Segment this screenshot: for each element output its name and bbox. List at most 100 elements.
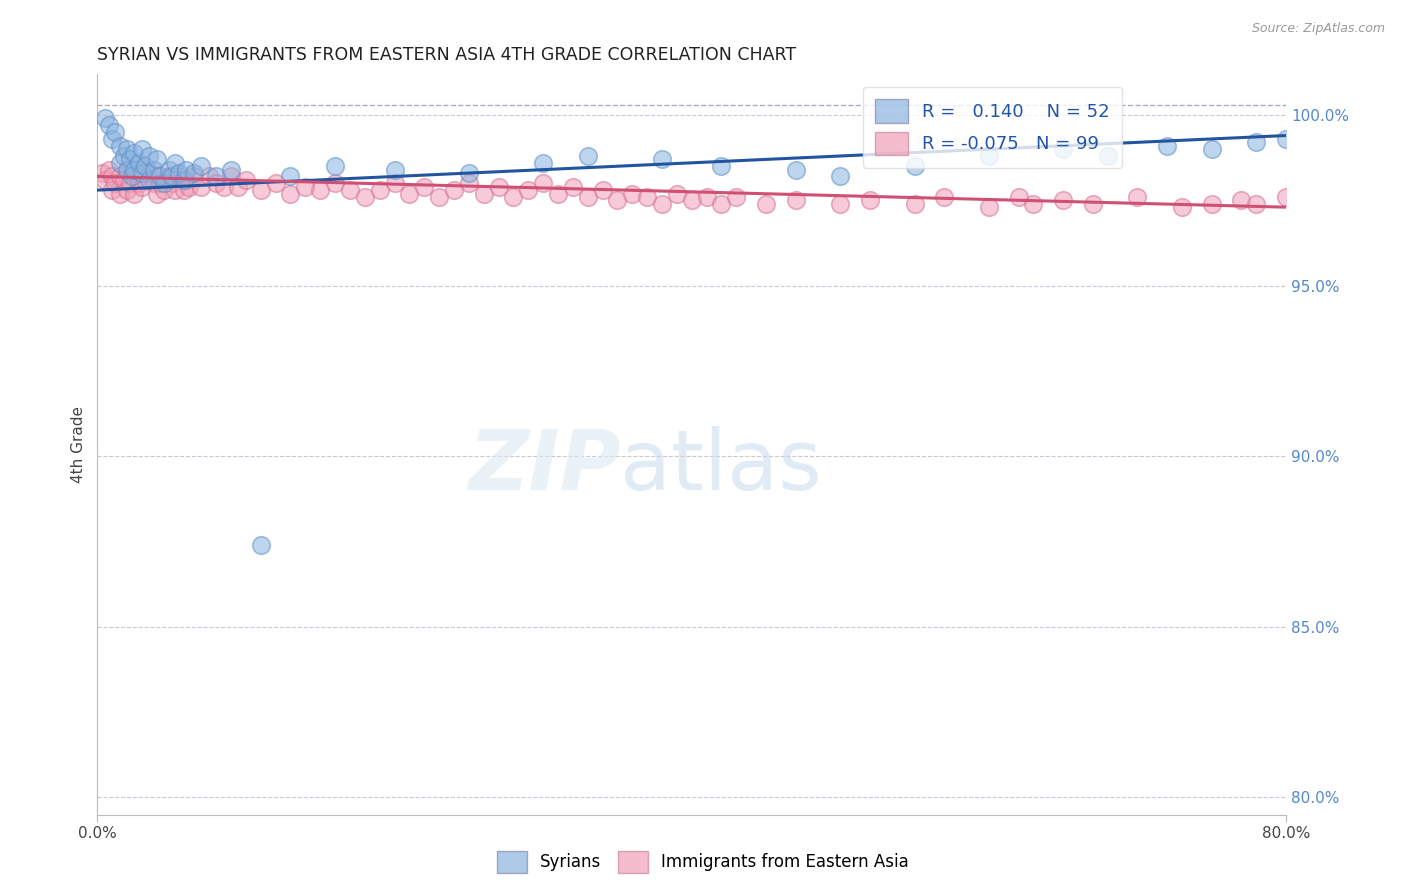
Point xyxy=(413,179,436,194)
Text: SYRIAN VS IMMIGRANTS FROM EASTERN ASIA 4TH GRADE CORRELATION CHART: SYRIAN VS IMMIGRANTS FROM EASTERN ASIA 4… xyxy=(97,46,796,64)
Point xyxy=(138,149,160,163)
Point xyxy=(115,183,138,197)
Point xyxy=(309,183,332,197)
Point xyxy=(592,183,614,197)
Point xyxy=(1201,142,1223,156)
Point xyxy=(104,125,127,139)
Point xyxy=(725,190,748,204)
Point xyxy=(695,190,717,204)
Point xyxy=(190,159,212,173)
Point xyxy=(146,153,169,167)
Point xyxy=(179,179,201,194)
Point xyxy=(830,196,852,211)
Point xyxy=(101,169,124,184)
Point xyxy=(280,169,302,184)
Point xyxy=(134,159,156,173)
Point xyxy=(197,169,219,184)
Point xyxy=(1379,194,1402,208)
Point xyxy=(160,169,183,184)
Point xyxy=(157,169,180,184)
Legend: Syrians, Immigrants from Eastern Asia: Syrians, Immigrants from Eastern Asia xyxy=(491,845,915,880)
Point xyxy=(124,166,146,180)
Point xyxy=(353,190,375,204)
Point xyxy=(531,156,554,170)
Point xyxy=(104,176,127,190)
Point xyxy=(606,194,628,208)
Point xyxy=(183,169,205,184)
Point xyxy=(1022,196,1045,211)
Point xyxy=(785,194,807,208)
Point xyxy=(167,169,190,184)
Point xyxy=(121,169,143,184)
Point xyxy=(138,173,160,187)
Point xyxy=(205,176,228,190)
Point xyxy=(903,159,925,173)
Point xyxy=(1244,136,1267,150)
Point xyxy=(1305,196,1327,211)
Point xyxy=(249,538,271,552)
Point xyxy=(977,200,1000,214)
Point xyxy=(547,186,569,201)
Point xyxy=(124,145,146,160)
Point xyxy=(1126,190,1149,204)
Point xyxy=(472,186,495,201)
Point xyxy=(138,166,160,180)
Point xyxy=(1171,200,1194,214)
Point xyxy=(1230,194,1253,208)
Point xyxy=(212,179,235,194)
Point xyxy=(443,183,465,197)
Point xyxy=(176,173,198,187)
Point xyxy=(681,194,703,208)
Point xyxy=(153,183,176,197)
Point xyxy=(124,186,146,201)
Point xyxy=(98,118,121,132)
Point xyxy=(101,132,124,146)
Point xyxy=(112,173,135,187)
Point xyxy=(190,179,212,194)
Point xyxy=(1081,196,1104,211)
Point xyxy=(176,162,198,177)
Point xyxy=(1052,142,1074,156)
Point xyxy=(1007,190,1029,204)
Point xyxy=(94,173,117,187)
Point xyxy=(163,183,186,197)
Point xyxy=(128,156,150,170)
Point xyxy=(124,162,146,177)
Point xyxy=(934,190,956,204)
Point xyxy=(115,162,138,177)
Point xyxy=(108,186,131,201)
Point xyxy=(108,169,131,184)
Point xyxy=(108,156,131,170)
Point xyxy=(785,162,807,177)
Point xyxy=(665,186,688,201)
Point xyxy=(153,176,176,190)
Point xyxy=(636,190,658,204)
Point xyxy=(90,166,112,180)
Point xyxy=(142,176,165,190)
Point xyxy=(323,176,346,190)
Point xyxy=(651,153,673,167)
Point xyxy=(502,190,524,204)
Point xyxy=(173,173,195,187)
Point xyxy=(115,162,138,177)
Text: atlas: atlas xyxy=(620,426,823,507)
Point xyxy=(1334,194,1357,208)
Point xyxy=(142,162,165,177)
Point xyxy=(163,156,186,170)
Legend: R =   0.140    N = 52, R = -0.075   N = 99: R = 0.140 N = 52, R = -0.075 N = 99 xyxy=(862,87,1122,168)
Point xyxy=(112,149,135,163)
Point xyxy=(1156,138,1178,153)
Point xyxy=(710,159,733,173)
Point xyxy=(131,179,153,194)
Point xyxy=(205,169,228,184)
Point xyxy=(488,179,510,194)
Point xyxy=(131,142,153,156)
Point xyxy=(134,173,156,187)
Point xyxy=(157,162,180,177)
Point xyxy=(621,186,644,201)
Point xyxy=(457,166,479,180)
Point xyxy=(228,179,250,194)
Point xyxy=(457,176,479,190)
Point xyxy=(339,183,361,197)
Point xyxy=(384,176,406,190)
